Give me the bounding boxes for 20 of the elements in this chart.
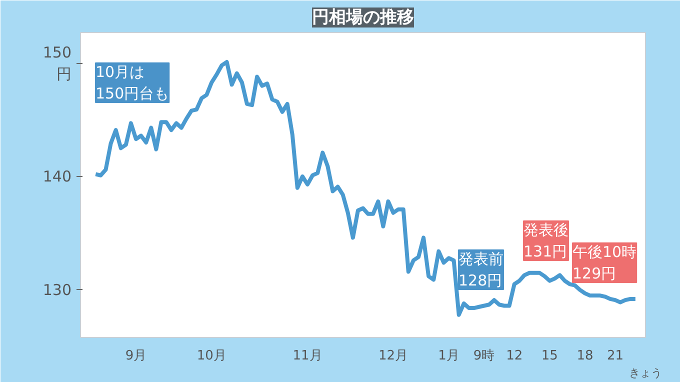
x-tick-label: 12 (506, 348, 523, 364)
annotation: 午後10時 129円 (572, 242, 637, 282)
line-series (94, 60, 638, 317)
x-tick-label: 21 (606, 348, 624, 364)
x-tick-label: 1月 (438, 348, 460, 364)
x-tick-label: 9月 (125, 348, 147, 364)
y-tick-label: 140 (42, 167, 72, 186)
chart-title: 円相場の推移 (312, 8, 414, 28)
y-tick-label: 150 円 (42, 43, 72, 83)
annotation: 発表前 128円 (458, 250, 504, 290)
x-tick-label: 10月 (196, 348, 226, 364)
y-tick-label: 130 (42, 280, 72, 299)
text: きょう (629, 366, 662, 380)
x-tick-label: 18 (576, 348, 594, 364)
x-tick-label: 15 (541, 348, 558, 364)
x-tick-label: 9時 (473, 348, 495, 364)
x-tick-label: 12月 (378, 348, 408, 364)
annotation: 発表後 131円 (524, 220, 568, 260)
x-tick-label: 11月 (292, 348, 322, 364)
annotation: 10月は 150円台も (96, 62, 170, 102)
